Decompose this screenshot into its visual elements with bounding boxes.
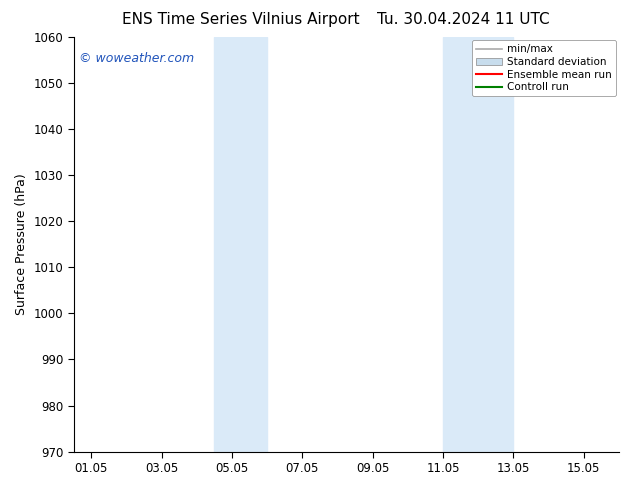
Legend: min/max, Standard deviation, Ensemble mean run, Controll run: min/max, Standard deviation, Ensemble me…: [472, 40, 616, 97]
Text: © woweather.com: © woweather.com: [79, 51, 194, 65]
Text: Tu. 30.04.2024 11 UTC: Tu. 30.04.2024 11 UTC: [377, 12, 549, 27]
Bar: [214, 37, 267, 452]
Text: ENS Time Series Vilnius Airport: ENS Time Series Vilnius Airport: [122, 12, 359, 27]
Y-axis label: Surface Pressure (hPa): Surface Pressure (hPa): [15, 173, 28, 315]
Bar: [443, 37, 514, 452]
